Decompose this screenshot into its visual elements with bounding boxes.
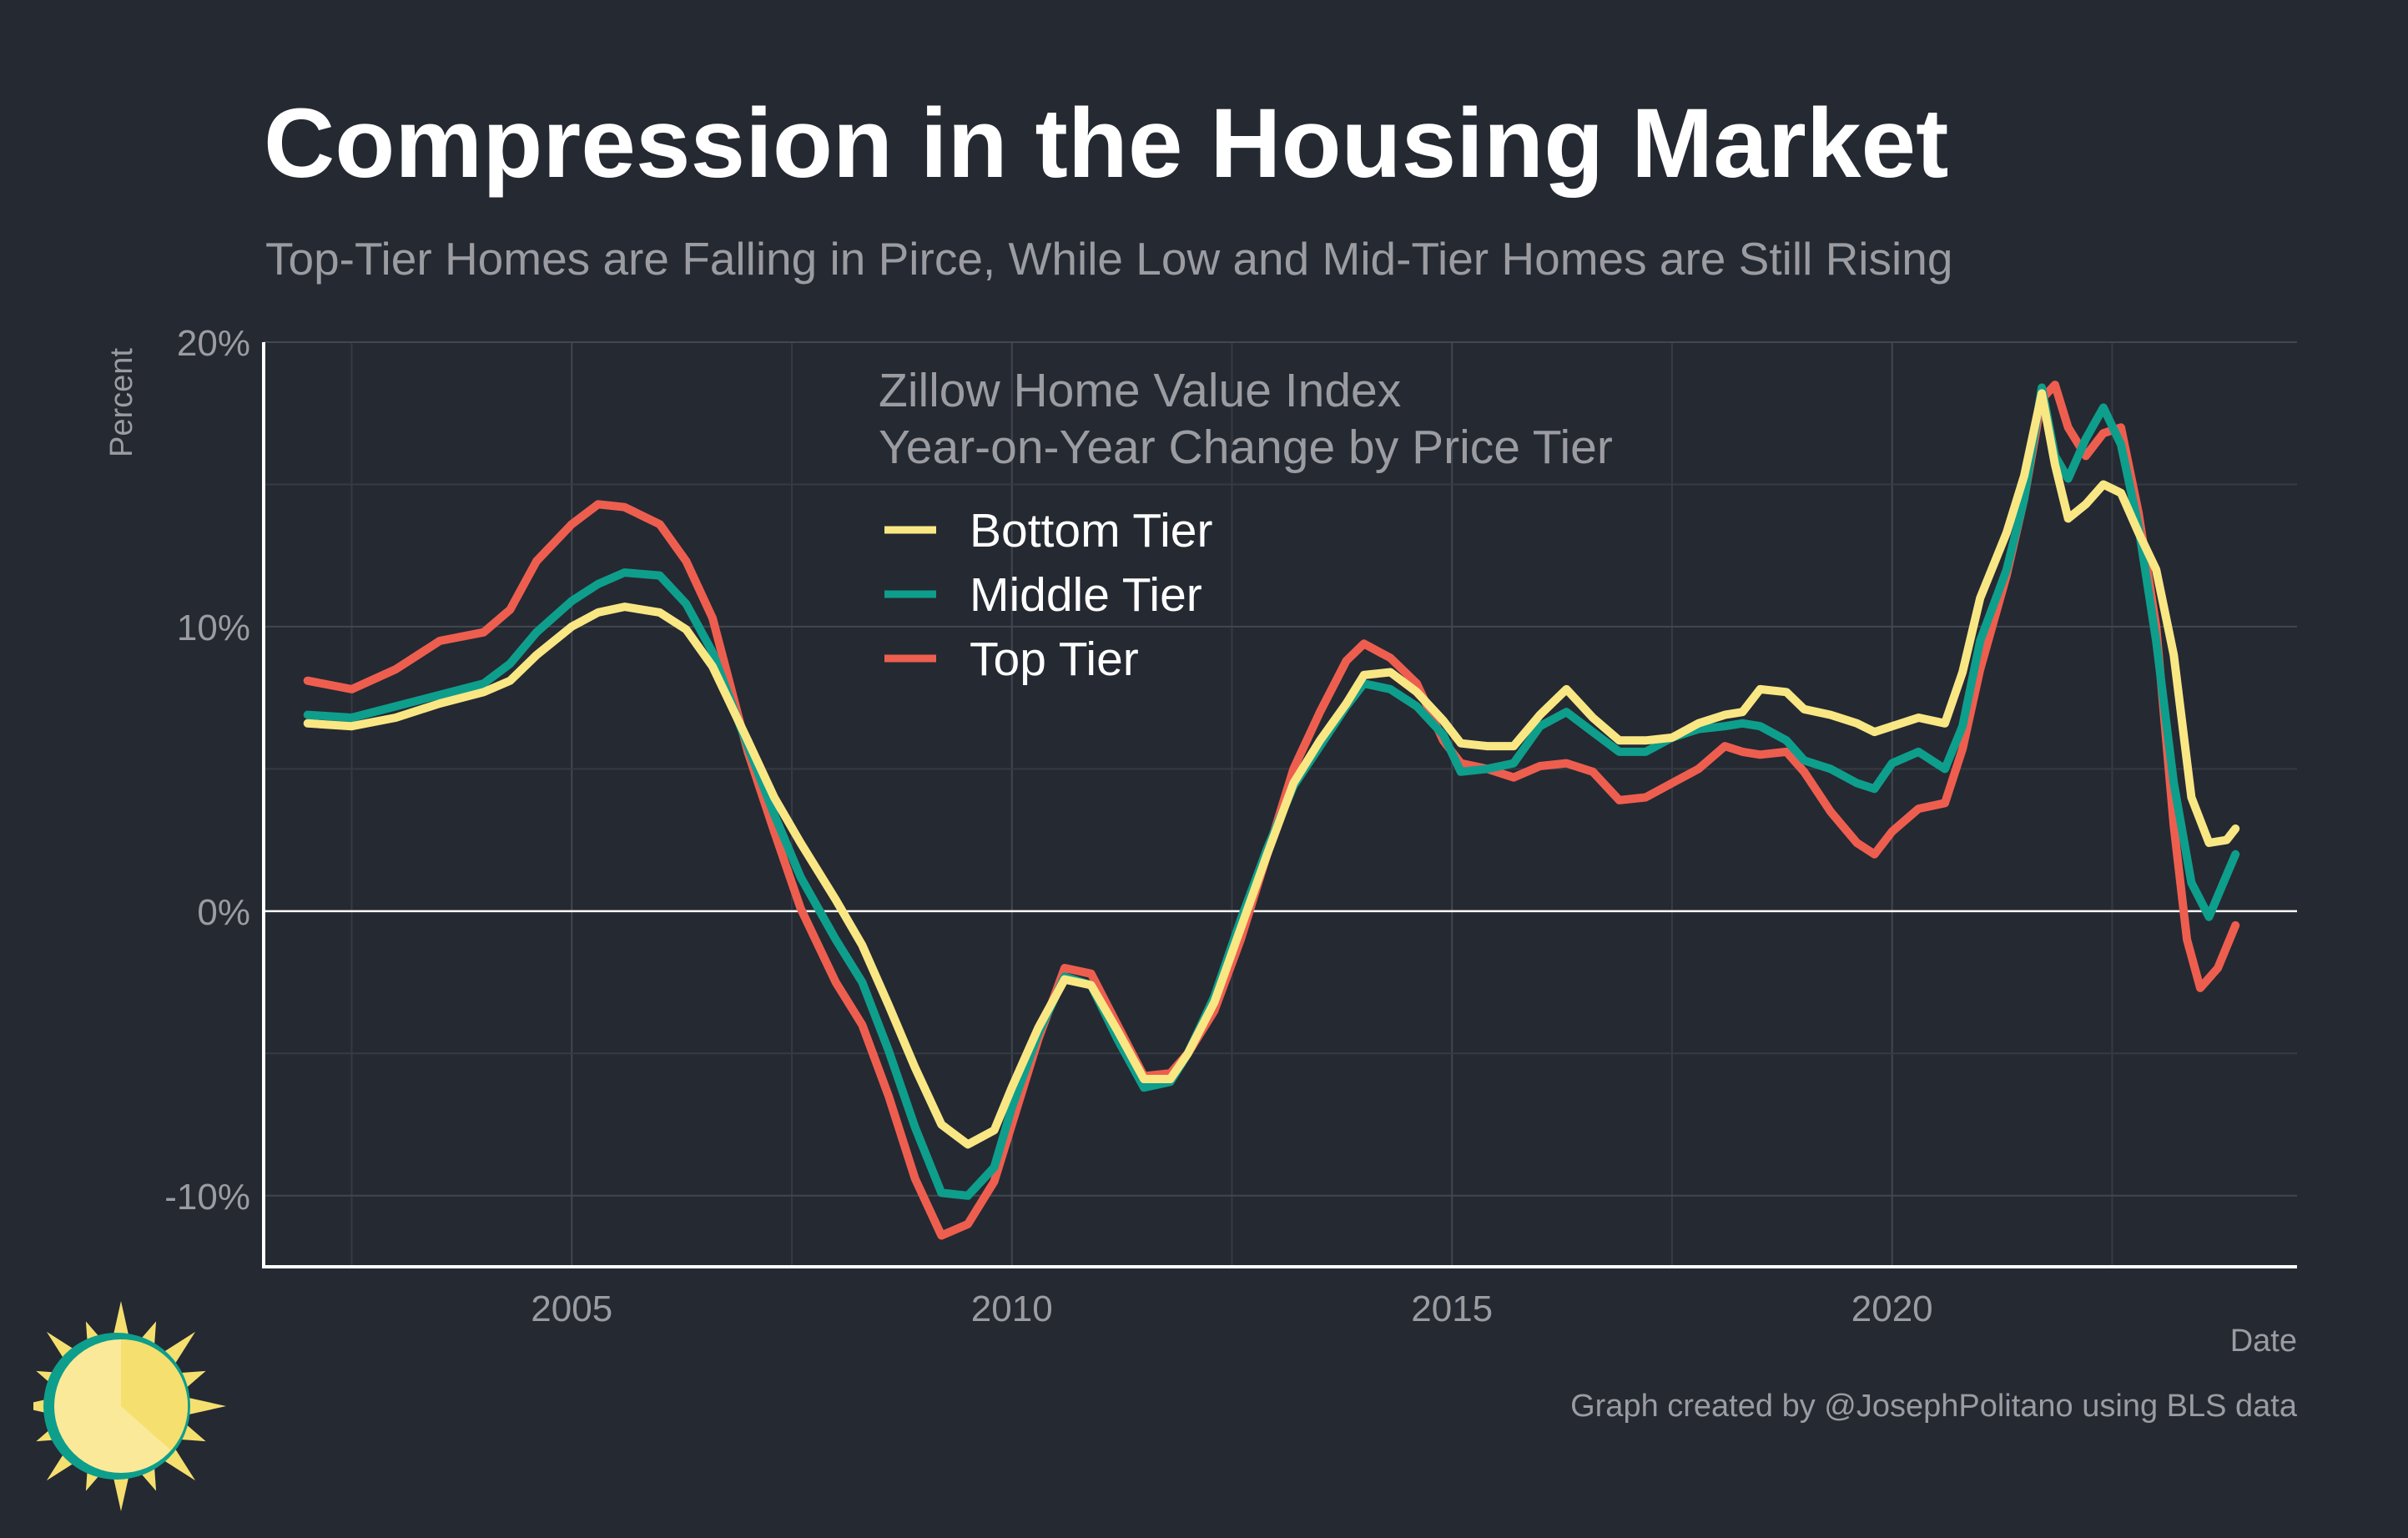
y-axis-label: Percent bbox=[104, 348, 139, 457]
x-tick-label: 2005 bbox=[531, 1288, 612, 1329]
x-tick-label: 2010 bbox=[971, 1288, 1053, 1329]
series-lines bbox=[303, 381, 2240, 1240]
chart-subtitle: Top-Tier Homes are Falling in Pirce, Whi… bbox=[265, 233, 1953, 285]
y-tick-label: 0% bbox=[197, 892, 250, 933]
series-line-top-tier bbox=[303, 381, 2240, 1240]
legend-label: Bottom Tier bbox=[970, 504, 1212, 557]
axes bbox=[262, 342, 2297, 1268]
annotation-line: Zillow Home Value Index bbox=[879, 364, 1401, 417]
legend-label: Middle Tier bbox=[970, 568, 1202, 622]
y-tick-label: 10% bbox=[177, 608, 250, 648]
annotation-line: Year-on-Year Change by Price Tier bbox=[879, 421, 1613, 474]
legend-label: Top Tier bbox=[970, 633, 1139, 686]
series-line-bottom-tier bbox=[303, 389, 2240, 1149]
tick-labels: -10% 0% 10% 20% 2005 2010 2015 2020 bbox=[164, 323, 1932, 1329]
x-tick-label: 2020 bbox=[1851, 1288, 1933, 1329]
x-tick-label: 2015 bbox=[1411, 1288, 1493, 1329]
legend: Bottom Tier Middle Tier Top Tier bbox=[884, 504, 1212, 686]
y-tick-label: -10% bbox=[164, 1177, 250, 1218]
y-tick-label: 20% bbox=[177, 323, 250, 364]
source-caption: Graph created by @JosephPolitano using B… bbox=[1570, 1389, 2297, 1424]
chart-title: Compression in the Housing Market bbox=[264, 88, 1949, 199]
sun-logo-icon bbox=[33, 1301, 226, 1511]
x-axis-label: Date bbox=[2229, 1324, 2297, 1359]
grid-lines bbox=[264, 341, 2297, 1267]
